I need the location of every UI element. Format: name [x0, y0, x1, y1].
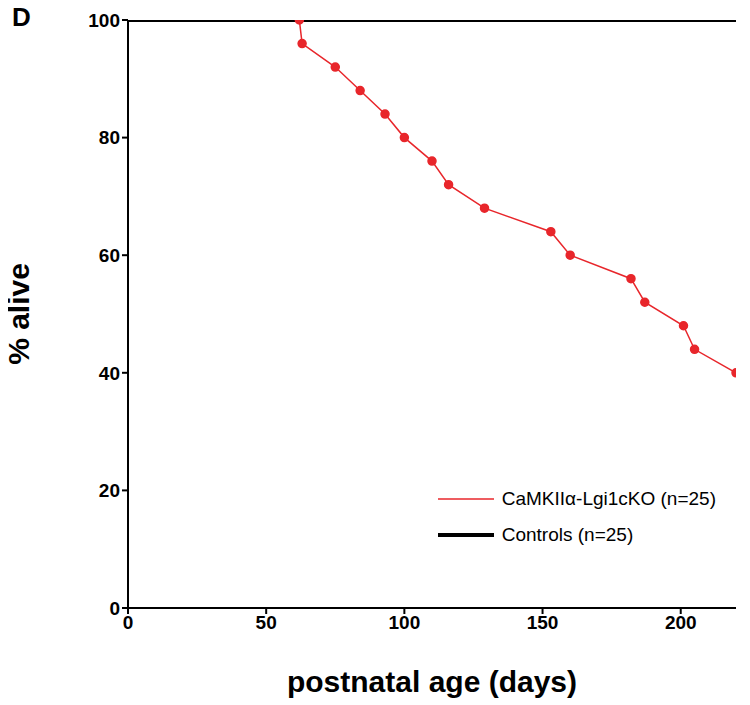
svg-text:0: 0 — [123, 612, 134, 633]
svg-text:% alive: % alive — [8, 263, 35, 365]
svg-text:80: 80 — [99, 127, 120, 148]
svg-text:100: 100 — [88, 10, 120, 31]
html-text:D: D — [12, 2, 31, 32]
svg-text:0: 0 — [109, 598, 120, 619]
html-text:Controls (n=25): Controls (n=25) — [501, 524, 634, 545]
svg-text:postnatal age (days): postnatal age (days) — [287, 665, 577, 698]
svg-text:50: 50 — [256, 612, 277, 633]
svg-text:60: 60 — [99, 245, 120, 266]
svg-text:20: 20 — [99, 480, 120, 501]
svg-text:100: 100 — [389, 612, 421, 633]
svg-text:200: 200 — [665, 612, 697, 633]
svg-text:40: 40 — [99, 363, 120, 384]
html-text:CaMKIIα-Lgi1cKO (n=25): CaMKIIα-Lgi1cKO (n=25) — [501, 488, 716, 509]
svg-text:150: 150 — [527, 612, 559, 633]
